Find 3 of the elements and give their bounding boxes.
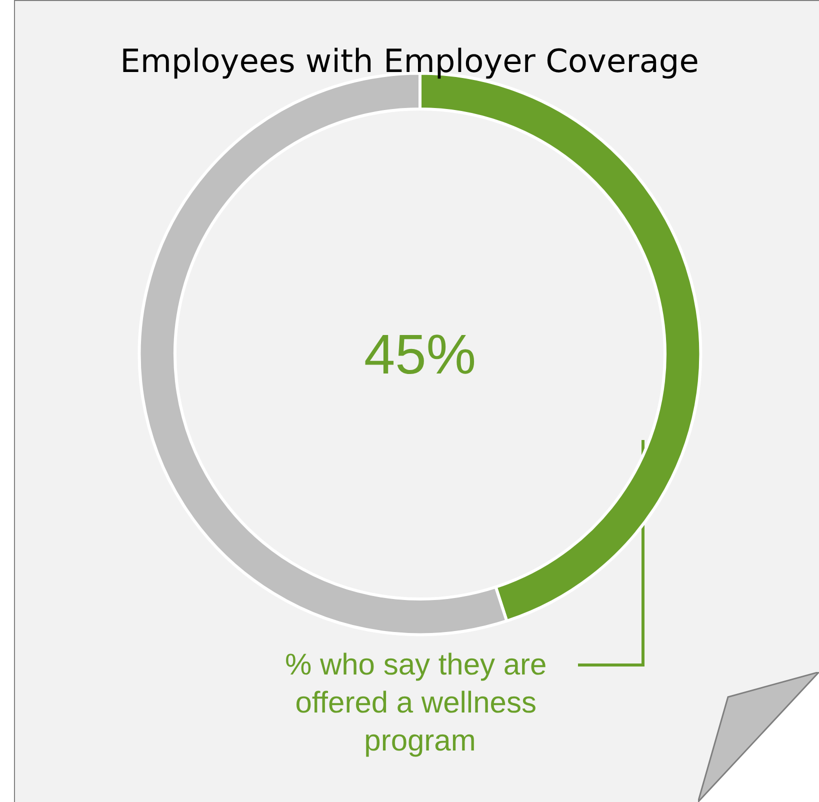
slice-label: % who say they are offered a wellness program [284,648,556,758]
data-label: 45% [364,322,476,386]
chart-title: Employees with Employer Coverage [120,42,699,80]
